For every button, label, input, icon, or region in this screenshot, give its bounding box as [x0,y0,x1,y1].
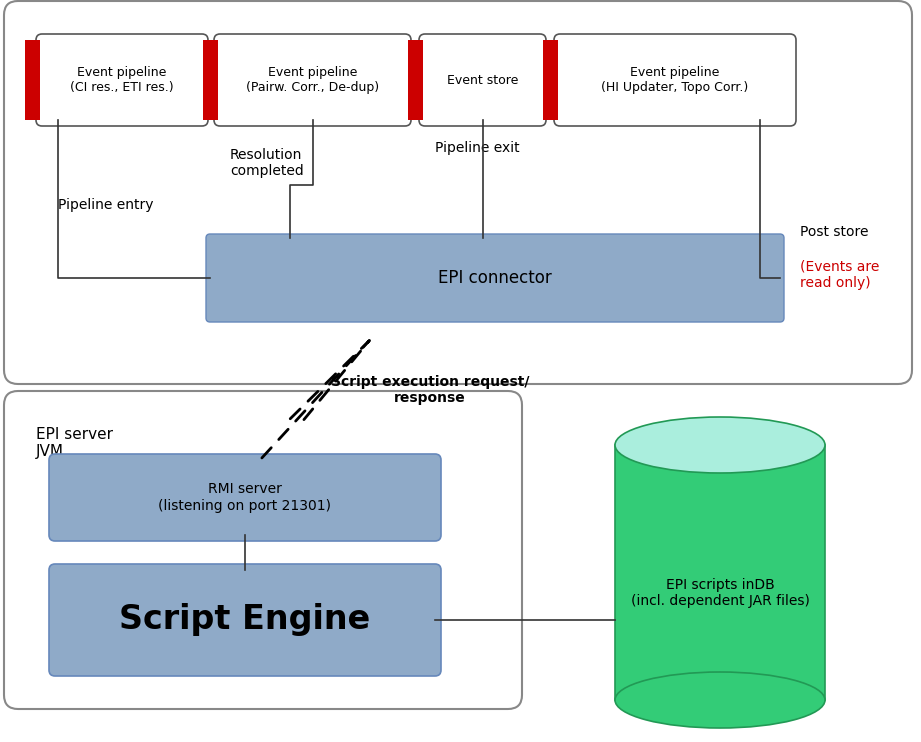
Text: Event store: Event store [447,73,519,87]
FancyBboxPatch shape [214,34,411,126]
FancyBboxPatch shape [554,34,796,126]
FancyBboxPatch shape [49,454,441,541]
Text: Pipeline entry: Pipeline entry [58,198,154,212]
Bar [408,40,423,120]
FancyBboxPatch shape [4,391,522,709]
Text: Event pipeline
(CI res., ETI res.): Event pipeline (CI res., ETI res.) [70,66,174,94]
Bar [25,40,40,120]
Text: Post store: Post store [800,225,869,239]
Text: Event pipeline
(Pairw. Corr., De-dup): Event pipeline (Pairw. Corr., De-dup) [246,66,379,94]
FancyBboxPatch shape [206,234,784,322]
FancyBboxPatch shape [4,1,912,384]
Bar [615,445,825,700]
Text: Resolution
completed: Resolution completed [230,148,304,178]
Text: EPI connector: EPI connector [438,269,552,287]
Bar [543,40,558,120]
Text: RMI server
(listening on port 21301): RMI server (listening on port 21301) [158,482,332,513]
Text: EPI server
JVM: EPI server JVM [36,427,113,459]
Text: Script Engine: Script Engine [120,603,370,637]
Ellipse shape [615,417,825,473]
Text: Event pipeline
(HI Updater, Topo Corr.): Event pipeline (HI Updater, Topo Corr.) [601,66,749,94]
FancyBboxPatch shape [419,34,546,126]
Ellipse shape [615,672,825,728]
FancyBboxPatch shape [36,34,208,126]
Text: Backend JVM: Backend JVM [36,37,134,52]
Text: Pipeline exit: Pipeline exit [435,141,519,155]
Text: EPI scripts inDB
(incl. dependent JAR files): EPI scripts inDB (incl. dependent JAR fi… [631,578,810,608]
Text: (Events are
read only): (Events are read only) [800,260,880,290]
FancyBboxPatch shape [49,564,441,676]
Text: Script execution request/
response: Script execution request/ response [331,375,530,405]
Bar [203,40,218,120]
